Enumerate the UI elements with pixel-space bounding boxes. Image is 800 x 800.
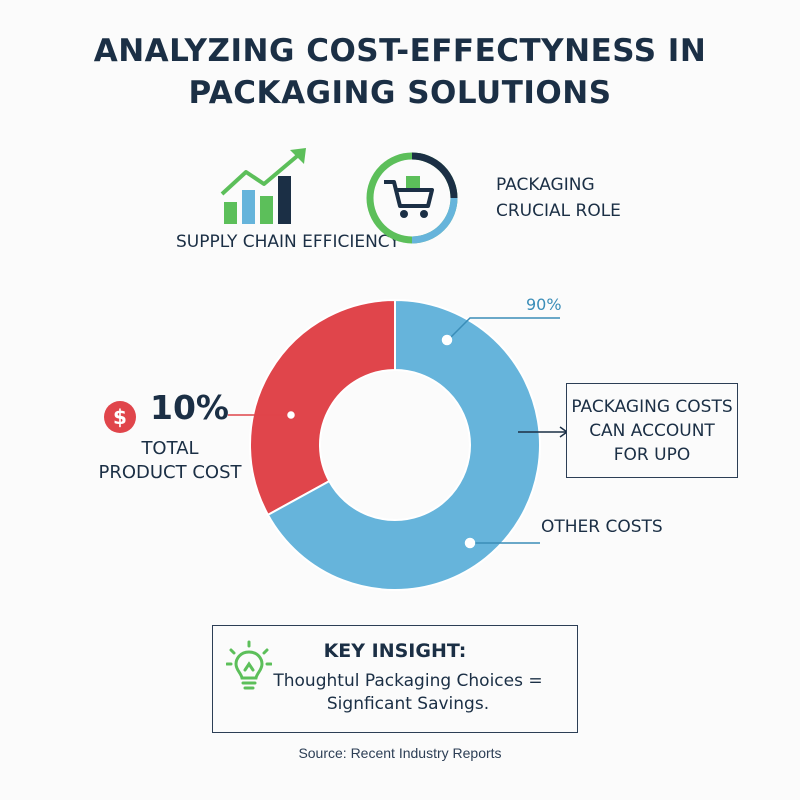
insight-box xyxy=(212,625,578,733)
insight-line1: Thoughtul Packaging Choices = xyxy=(273,671,543,691)
insight-line2: Signficant Savings. xyxy=(326,694,490,714)
leader-line-90 xyxy=(447,317,560,341)
red-label-line1: TOTAL xyxy=(141,438,199,459)
red-label-line2: PRODUCT COST xyxy=(98,462,242,483)
title-line-2: PACKAGING SOLUTIONS xyxy=(188,75,612,111)
red-slice-percent: 10% xyxy=(150,388,229,427)
leader-dot-red xyxy=(285,409,297,421)
insight-text: Thoughtul Packaging Choices = Signficant… xyxy=(258,670,558,716)
title-line-1: ANALYZING COST-EFFECTYNESS IN xyxy=(93,33,707,69)
donut-slice-total-product-cost xyxy=(249,298,396,517)
packaging-caption-line2: CRUCIAL ROLE xyxy=(496,201,621,221)
donut-slice-other-costs xyxy=(266,298,541,591)
svg-text:$: $ xyxy=(113,405,127,429)
callout-line1: PACKAGING COSTS xyxy=(571,397,733,417)
page-title: ANALYZING COST-EFFECTYNESS IN PACKAGING … xyxy=(0,30,800,114)
lightbulb-icon xyxy=(226,640,272,690)
bar-growth-arrow-icon xyxy=(220,148,306,224)
dollar-circle-icon: $ xyxy=(104,401,136,433)
insight-title: KEY INSIGHT: xyxy=(323,640,467,662)
source-note: Source: Recent Industry Reports xyxy=(298,745,502,761)
shopping-cart-ring-icon xyxy=(366,152,458,244)
other-costs-label: OTHER COSTS xyxy=(541,517,663,537)
leader-dot-other xyxy=(464,537,476,549)
leader-dot-90 xyxy=(441,334,453,346)
callout-line3: FOR UPO xyxy=(613,445,691,465)
callout-line2: CAN ACCOUNT xyxy=(589,421,715,441)
packaging-caption-line1: PACKAGING xyxy=(496,175,595,195)
blue-slice-percent: 90% xyxy=(526,295,562,314)
red-slice-label: TOTAL PRODUCT COST xyxy=(90,437,250,485)
callout-text: PACKAGING COSTS CAN ACCOUNT FOR UPO xyxy=(566,395,738,467)
efficiency-caption: SUPPLY CHAIN EFFICIENCY xyxy=(176,232,400,252)
callout-box xyxy=(566,383,738,478)
packaging-caption: PACKAGING CRUCIAL ROLE xyxy=(496,172,621,224)
